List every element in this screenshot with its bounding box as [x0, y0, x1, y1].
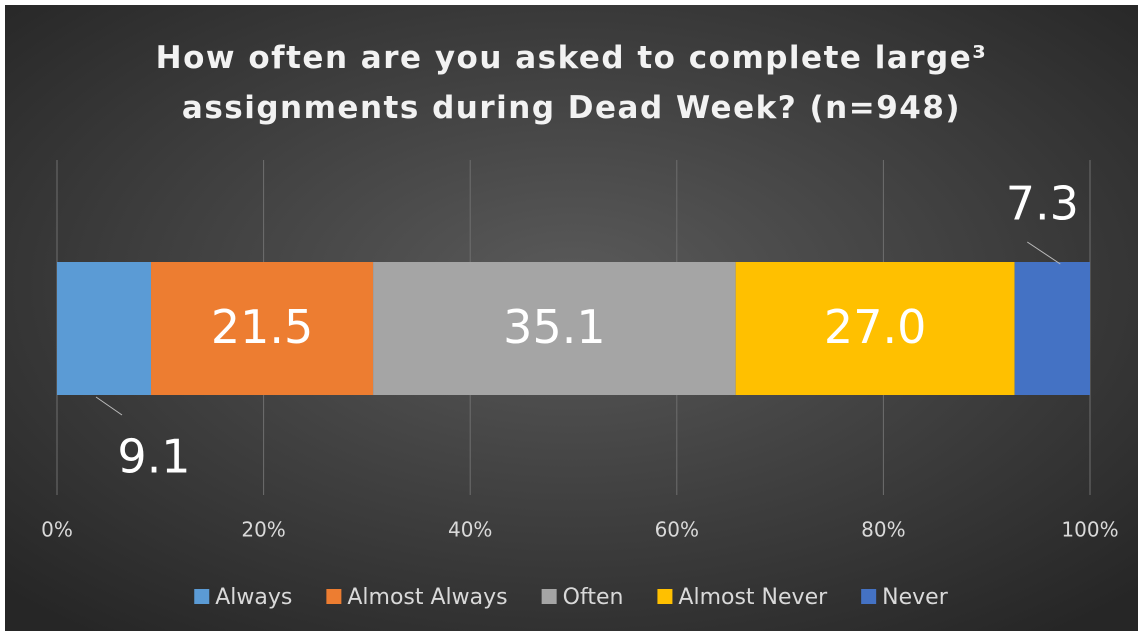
- bar-segment: [373, 262, 736, 395]
- x-tick-label: 20%: [241, 518, 285, 542]
- legend-swatch: [541, 589, 557, 604]
- bar-segment: [735, 262, 1015, 395]
- data-label: 21.5: [211, 300, 313, 354]
- legend-label: Never: [882, 585, 949, 610]
- leader-line: [95, 396, 123, 416]
- x-tick-label: 0%: [41, 518, 73, 542]
- data-label: 27.0: [824, 300, 926, 354]
- x-tick-label: 100%: [1061, 518, 1118, 542]
- chart-title: How often are you asked to complete larg…: [155, 40, 988, 126]
- x-tick-label: 60%: [655, 518, 699, 542]
- legend-label: Almost Never: [678, 585, 828, 610]
- legend-label: Almost Always: [347, 585, 507, 610]
- legend-swatch: [326, 589, 342, 604]
- leader-line: [1027, 241, 1061, 265]
- bar-segment: [151, 262, 374, 395]
- chart-area: 0% 20% 40% 60% 80% 100% 9.1 21.5 35.1 27.0 7.3 Alwa…: [5, 5, 1138, 631]
- legend-swatch: [657, 589, 673, 604]
- bar-segment: [57, 262, 152, 395]
- legend-swatch: [194, 589, 210, 604]
- bar-segment: [1014, 262, 1090, 395]
- legend-label: Often: [563, 585, 624, 610]
- legend-label: Always: [215, 585, 292, 610]
- data-label: 7.3: [1006, 177, 1079, 231]
- x-tick-label: 40%: [448, 518, 492, 542]
- x-tick-label: 80%: [861, 518, 905, 542]
- legend-swatch: [861, 589, 877, 604]
- data-label: 9.1: [117, 430, 190, 484]
- chart: 0% 20% 40% 60% 80% 100% 9.1 21.5 35.1 27.0 7.3 Alwa…: [5, 5, 1138, 631]
- data-label: 35.1: [503, 300, 605, 354]
